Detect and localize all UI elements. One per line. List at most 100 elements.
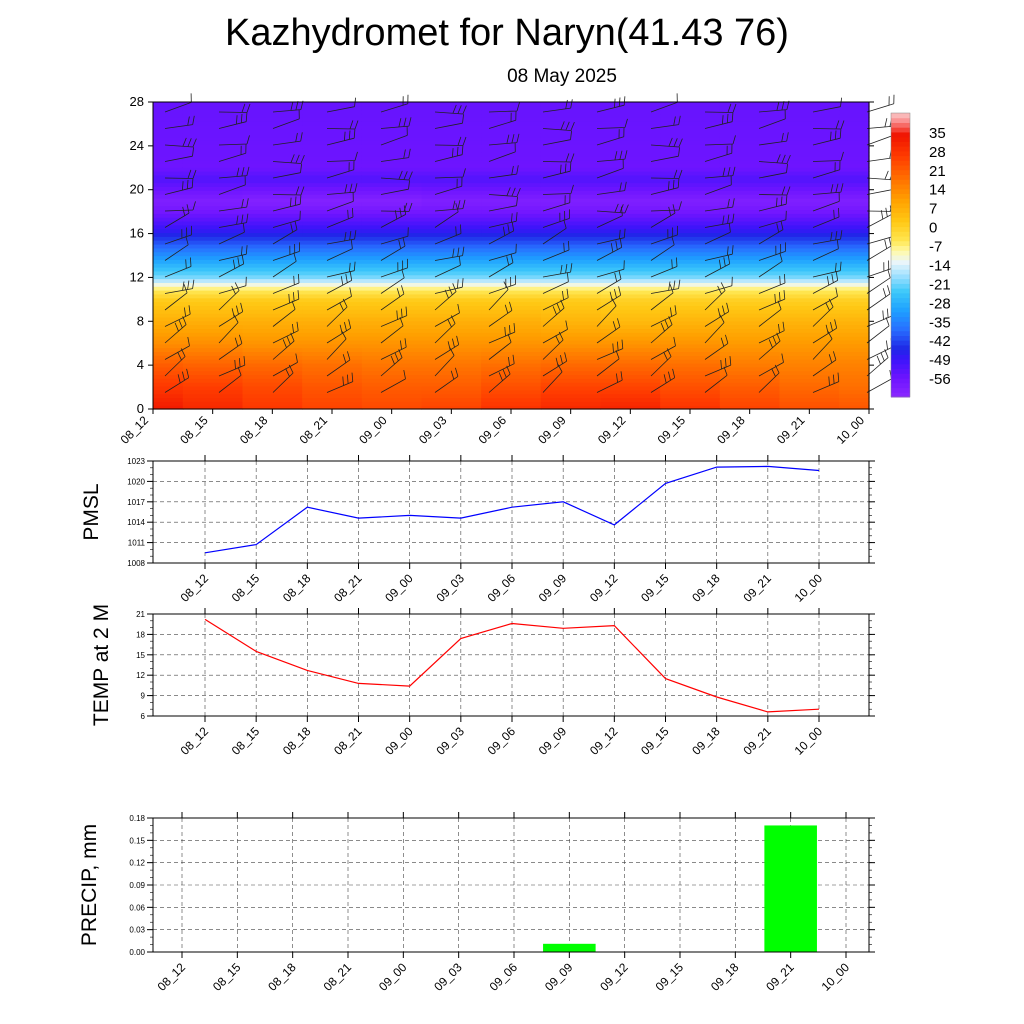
wind-barb: [542, 209, 570, 228]
heatmap-cell: [660, 343, 721, 349]
colorbar-segment: [891, 113, 910, 119]
heatmap-cell: [302, 324, 363, 330]
heatmap-cell: [719, 148, 781, 153]
heatmap-cell: [779, 171, 840, 176]
heatmap-cell: [182, 186, 244, 191]
heatmap-cell: [719, 263, 781, 268]
heatmap-cell: [540, 320, 602, 326]
wind-barb: [758, 252, 783, 278]
wind-barb: [812, 287, 838, 311]
colorbar-segment: [891, 392, 910, 398]
heatmap-cell: [719, 174, 781, 180]
heatmap-cell: [600, 217, 661, 222]
wind-barb: [812, 351, 837, 377]
colorbar-label: 21: [929, 163, 946, 180]
heatmap-cell: [182, 259, 244, 264]
heatmap-cell: [153, 213, 184, 218]
heatmap-cell: [182, 355, 244, 360]
heatmap-cell: [839, 144, 870, 149]
heatmap-cell: [660, 174, 721, 180]
heatmap-cell: [421, 401, 482, 406]
wind-barb: [704, 254, 731, 278]
colorbar-segment: [891, 150, 910, 157]
heatmap-cell: [839, 243, 870, 249]
heatmap-cell: [600, 370, 661, 376]
y-tick-label: 1023: [127, 457, 145, 466]
y-tick-label: 1014: [127, 518, 145, 527]
wind-barb: [326, 183, 358, 195]
heatmap-cell: [302, 232, 363, 237]
heatmap-cell: [839, 385, 870, 391]
heatmap-cell: [540, 343, 602, 349]
heatmap-cell: [421, 102, 482, 107]
heatmap-cell: [719, 236, 781, 241]
heatmap-cell: [302, 125, 363, 130]
heatmap-cell: [660, 236, 721, 241]
heatmap-cell: [839, 220, 870, 226]
heatmap-cell: [481, 278, 542, 283]
x-tick-label: 09_21: [774, 413, 808, 447]
heatmap-cell: [719, 270, 781, 276]
colorbar-segment: [891, 160, 910, 166]
heatmap-cell: [153, 136, 184, 141]
heatmap-cell: [779, 267, 840, 272]
wind-barb: [542, 130, 572, 146]
wind-barb: [434, 278, 464, 294]
y-tick-label: 9: [141, 692, 146, 701]
wind-barb: [542, 121, 575, 131]
wind-barb: [812, 192, 840, 212]
heatmap-cell: [839, 125, 870, 130]
heatmap-cell: [540, 366, 602, 372]
heatmap-cell: [421, 190, 482, 195]
heatmap-cell: [839, 362, 870, 368]
heatmap-cell: [182, 286, 244, 291]
heatmap-cell: [719, 332, 781, 337]
wind-barb: [812, 298, 834, 327]
colorbar-segment: [891, 354, 910, 360]
heatmap-cell: [719, 247, 781, 253]
wind-barb: [218, 254, 245, 278]
heatmap-cell: [600, 171, 661, 176]
heatmap-cell: [719, 378, 781, 383]
x-tick-label: 09_09: [536, 571, 570, 605]
heatmap-cell: [600, 263, 661, 268]
colorbar-label: -21: [929, 276, 951, 293]
wind-barb: [434, 347, 455, 377]
colorbar-segment: [891, 259, 910, 265]
heatmap-cell: [779, 197, 840, 203]
colorbar-segment: [891, 231, 910, 237]
heatmap-cell: [540, 186, 602, 191]
heatmap-cell: [242, 236, 303, 241]
heatmap-cell: [302, 251, 363, 257]
heatmap-cell: [481, 163, 542, 168]
heatmap-cell: [839, 232, 870, 237]
heatmap-cell: [153, 144, 184, 149]
heatmap-cell: [481, 324, 542, 330]
heatmap-cell: [302, 102, 363, 107]
heatmap-cell: [719, 313, 781, 318]
x-tick-label: 08_15: [229, 571, 263, 605]
heatmap-cell: [600, 178, 661, 184]
heatmap-cell: [481, 228, 542, 234]
wind-barb: [380, 258, 408, 278]
heatmap-cell: [153, 113, 184, 118]
heatmap-cell: [779, 405, 840, 410]
heatmap-cell: [302, 370, 363, 376]
wind-barb: [704, 282, 726, 311]
heatmap-cell: [153, 205, 184, 211]
heatmap-cell: [361, 267, 423, 272]
x-tick-label: 09_09: [542, 960, 576, 994]
heatmap-cell: [719, 293, 781, 299]
heatmap-cell: [660, 121, 721, 126]
heatmap-cell: [153, 301, 184, 306]
heatmap-cell: [540, 347, 602, 353]
heatmap-cell: [421, 366, 482, 372]
heatmap-cell: [660, 297, 721, 303]
heatmap-cell: [839, 366, 870, 372]
heatmap-cell: [153, 359, 184, 364]
heatmap-cell: [660, 259, 721, 264]
heatmap-cell: [182, 316, 244, 322]
heatmap-cell: [540, 378, 602, 383]
heatmap-cell: [660, 316, 721, 322]
heatmap-cell: [660, 366, 721, 372]
